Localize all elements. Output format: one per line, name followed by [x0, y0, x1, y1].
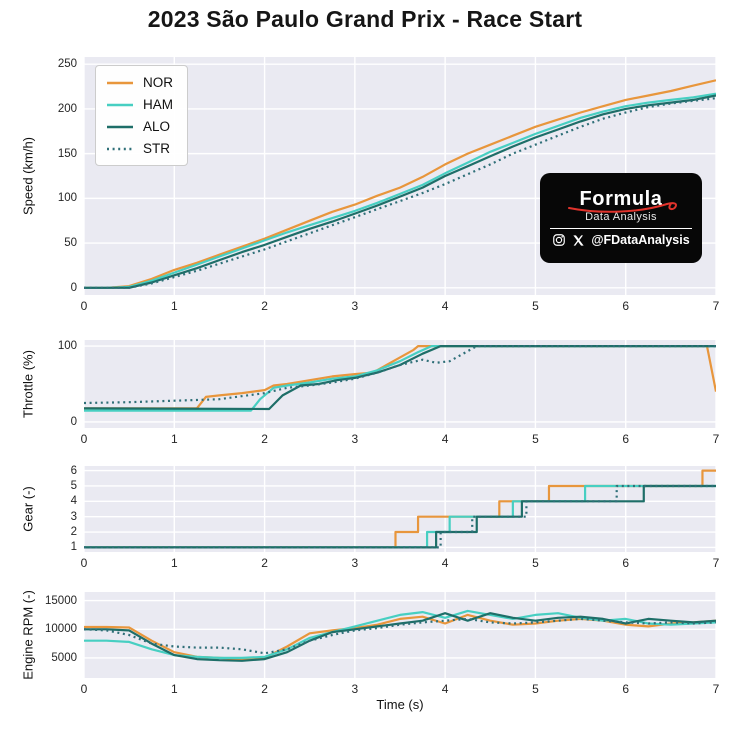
- x-tick-label: 1: [170, 682, 178, 696]
- chart-title: 2023 São Paulo Grand Prix - Race Start: [147, 6, 583, 32]
- y-tick-label: 150: [57, 147, 77, 160]
- legend-swatch-ALO: [107, 125, 133, 128]
- legend-swatch-STR: [107, 147, 133, 150]
- gear-axis-label: Gear (-): [20, 486, 36, 532]
- legend-item-NOR: NOR: [106, 75, 173, 90]
- series-NOR: [84, 469, 716, 549]
- throttle-plot: [84, 340, 716, 428]
- legend: NOR HAM ALO STR: [95, 65, 188, 166]
- series-ALO: [84, 484, 716, 549]
- y-tick-label: 1: [70, 541, 77, 554]
- y-tick-label: 100: [57, 192, 77, 205]
- y-tick-label: 5: [70, 479, 77, 492]
- legend-swatch-NOR: [107, 81, 133, 84]
- x-tick-label: 7: [712, 432, 720, 446]
- logo-subtitle: Data Analysis: [585, 211, 657, 223]
- logo-social-row: @FDataAnalysis: [552, 233, 690, 247]
- speed-plot: [84, 57, 716, 295]
- x-tick-label: 1: [170, 299, 178, 313]
- series-STR: [84, 345, 716, 405]
- legend-item-ALO: ALO: [106, 119, 173, 134]
- x-tick-label: 2: [261, 432, 268, 446]
- x-tick-label: 6: [622, 682, 630, 696]
- x-tick-label: 1: [170, 432, 178, 446]
- series-HAM: [84, 345, 716, 412]
- speed-panel: Speed (km/h) NOR HAM ALO STR Formula Data A…: [21, 57, 719, 313]
- legend-swatch-HAM: [107, 103, 133, 106]
- x-tick-label: 3: [351, 556, 359, 570]
- x-tick-label: 4: [441, 432, 449, 446]
- x-tick-label: 1: [170, 556, 178, 570]
- y-tick-label: 50: [64, 237, 77, 250]
- x-tick-label: 0: [80, 432, 88, 446]
- x-tick-label: 0: [80, 556, 88, 570]
- rpm-axis-label: Engine RPM (-): [20, 590, 36, 680]
- x-axis-label: Time (s): [376, 697, 424, 712]
- logo-divider: [550, 228, 692, 229]
- y-tick-label: 100: [57, 340, 77, 353]
- social-handle: @FDataAnalysis: [591, 233, 690, 247]
- x-tick-label: 5: [532, 682, 539, 696]
- x-tick-label: 0: [80, 299, 88, 313]
- series-NOR: [84, 345, 716, 410]
- rpm-panel: Engine RPM (-) 0 1 2 3 4 5 6 7 5000 10000 15000: [21, 590, 720, 696]
- x-tick-label: 6: [622, 556, 630, 570]
- y-tick-label: 6: [70, 464, 77, 477]
- legend-label-ALO: ALO: [143, 119, 171, 134]
- x-tick-label: 4: [441, 556, 449, 570]
- x-twitter-icon: [573, 234, 584, 246]
- y-tick-label: 0: [70, 281, 77, 294]
- x-tick-label: 7: [712, 682, 720, 696]
- instagram-icon: [553, 234, 566, 246]
- rpm-plot: [84, 592, 716, 678]
- y-tick-label: 2: [70, 526, 77, 539]
- series-ALO: [84, 345, 716, 411]
- x-tick-label: 7: [712, 556, 720, 570]
- y-tick-label: 4: [70, 495, 77, 508]
- y-tick-label: 5000: [51, 651, 77, 664]
- y-tick-label: 0: [70, 415, 77, 428]
- x-tick-label: 4: [441, 299, 449, 313]
- y-tick-label: 10000: [45, 623, 77, 636]
- legend-label-STR: STR: [143, 141, 170, 156]
- x-tick-label: 5: [532, 299, 539, 313]
- brand-logo-badge: Formula Data Analysis @FDataAnalysis: [540, 173, 702, 263]
- x-tick-label: 3: [351, 682, 359, 696]
- x-tick-label: 0: [80, 682, 88, 696]
- x-tick-label: 4: [441, 682, 449, 696]
- x-tick-label: 6: [622, 432, 630, 446]
- y-tick-label: 250: [57, 58, 77, 71]
- x-tick-label: 5: [532, 432, 539, 446]
- legend-item-STR: STR: [106, 141, 173, 156]
- series-STR: [84, 617, 716, 655]
- x-tick-label: 7: [712, 299, 720, 313]
- series-NOR: [84, 79, 716, 289]
- throttle-axis-label: Throttle (%): [20, 350, 36, 418]
- y-tick-label: 3: [70, 510, 77, 523]
- logo-brand-label: Formula: [579, 188, 663, 210]
- series-STR: [84, 484, 716, 549]
- x-tick-label: 2: [261, 299, 268, 313]
- throttle-panel: Throttle (%) 0 1 2 3 4 5 6 7 0 100: [21, 340, 719, 446]
- logo-brand-text: Formula: [568, 188, 678, 213]
- legend-label-HAM: HAM: [143, 97, 173, 112]
- x-tick-label: 3: [351, 432, 359, 446]
- x-tick-label: 5: [532, 556, 539, 570]
- gear-plot: [84, 466, 716, 552]
- legend-item-HAM: HAM: [106, 97, 173, 112]
- y-tick-label: 200: [57, 102, 77, 115]
- x-tick-label: 3: [351, 299, 359, 313]
- x-tick-label: 2: [261, 682, 268, 696]
- speed-axis-label: Speed (km/h): [20, 136, 36, 216]
- y-tick-label: 15000: [45, 594, 77, 607]
- x-tick-label: 2: [261, 556, 268, 570]
- series-STR: [84, 97, 716, 289]
- legend-label-NOR: NOR: [143, 75, 173, 90]
- series-ALO: [84, 94, 716, 289]
- series-HAM: [84, 92, 716, 289]
- x-tick-label: 6: [622, 299, 630, 313]
